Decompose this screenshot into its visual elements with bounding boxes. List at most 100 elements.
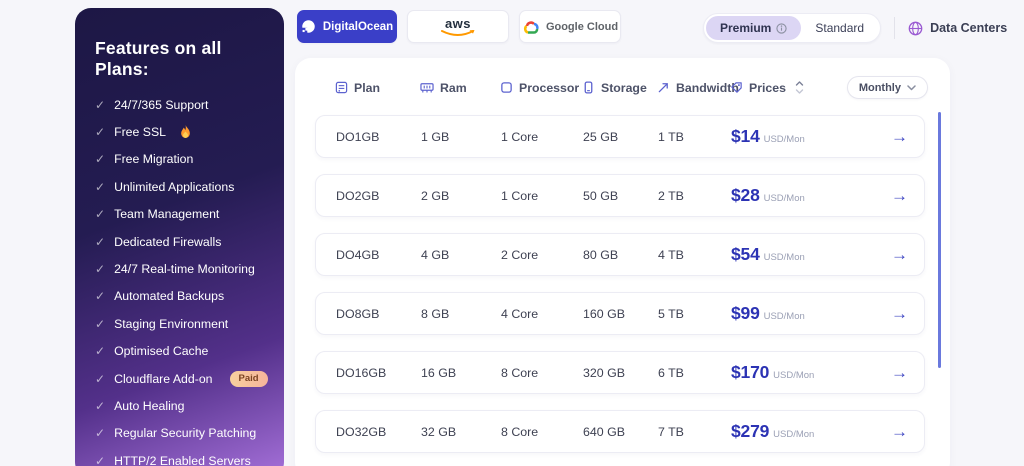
plan-cell: DO16GB [336,365,387,380]
plan-row-do32gb[interactable]: DO32GB 32 GB 8 Core 640 GB 7 TB $279 USD/… [315,410,925,453]
price-cell: $279 USD/Mon [731,421,891,442]
feature-item: ✓ Team Management [95,201,266,228]
ram-cell: 1 GB [421,129,450,144]
arrow-right-icon[interactable]: → [891,185,908,205]
plan-cell: DO1GB [336,129,380,144]
feature-item: ✓ Staging Environment [95,310,266,337]
processor-cell: 8 Core [501,365,539,380]
check-icon: ✓ [95,453,106,466]
feature-item: ✓ Dedicated Firewalls [95,228,266,255]
price-value: $28 [731,185,760,205]
feature-label: 24/7 Real-time Monitoring [114,262,255,277]
globe-icon [908,21,923,36]
feature-label: Staging Environment [114,316,229,331]
plan-row-do2gb[interactable]: DO2GB 2 GB 1 Core 50 GB 2 TB $28 USD/Mon … [315,174,925,217]
plan-cell: DO2GB [336,188,380,203]
price-tag-icon [731,82,742,93]
chevron-down-icon [907,84,916,90]
check-icon: ✓ [95,426,106,441]
feature-item: ✓ 24/7 Real-time Monitoring [95,255,266,282]
check-icon: ✓ [95,371,106,386]
price-unit: USD/Mon [763,311,805,322]
plan-cell: DO8GB [336,306,380,321]
arrow-right-icon[interactable]: → [891,126,908,146]
toggle-standard[interactable]: Standard [801,16,878,40]
digitalocean-logo-icon [301,19,316,34]
storage-cell: 320 GB [583,365,626,380]
feature-label: Dedicated Firewalls [114,234,222,249]
bandwidth-cell: 4 TB [658,247,684,262]
tab-label: Google Cloud [545,20,619,33]
bandwidth-cell: 7 TB [658,424,684,439]
plan-type-toggle: Premium Standard [703,13,882,43]
aws-smile-icon [441,30,475,36]
ram-cell: 32 GB [421,424,457,439]
arrow-right-icon[interactable]: → [891,244,908,264]
billing-period-dropdown[interactable]: Monthly [846,76,928,99]
tab-digitalocean[interactable]: DigitalOcean [297,10,397,43]
divider [894,17,896,39]
top-right-controls: Premium Standard Data Centers [703,13,1007,43]
price-cell: $14 USD/Mon [731,126,891,147]
plan-cell: DO32GB [336,424,387,439]
check-icon: ✓ [95,344,106,359]
plan-row-do4gb[interactable]: DO4GB 4 GB 2 Core 80 GB 4 TB $54 USD/Mon … [315,233,925,276]
sort-icon[interactable] [795,80,804,95]
storage-icon [584,81,593,94]
feature-label: Free SSL [114,125,167,140]
price-unit: USD/Mon [773,429,815,440]
plan-row-do8gb[interactable]: DO8GB 8 GB 4 Core 160 GB 5 TB $99 USD/Mon… [315,292,925,335]
plans-table-card: Plan Ram Processor Storage Bandwidth Pri… [295,58,950,466]
storage-cell: 80 GB [583,247,619,262]
ram-icon [420,83,434,93]
feature-item: ✓ HTTP/2 Enabled Servers [95,447,266,466]
tab-google-cloud[interactable]: Google Cloud [519,10,621,43]
check-icon: ✓ [95,289,106,304]
price-cell: $170 USD/Mon [731,362,891,383]
check-icon: ✓ [95,152,106,167]
plan-row-do16gb[interactable]: DO16GB 16 GB 8 Core 320 GB 6 TB $170 USD/… [315,351,925,394]
bandwidth-icon [658,83,668,93]
bandwidth-cell: 1 TB [658,129,684,144]
header-storage: Storage [582,81,657,95]
scrollbar-thumb[interactable] [938,112,941,368]
processor-cell: 1 Core [501,129,539,144]
data-centers-label: Data Centers [930,21,1008,35]
feature-label: Auto Healing [114,398,185,413]
feature-label: 24/7/365 Support [114,97,209,112]
processor-icon [501,82,512,93]
header-bandwidth: Bandwidth [657,81,739,95]
plan-row-do1gb[interactable]: DO1GB 1 GB 1 Core 25 GB 1 TB $14 USD/Mon … [315,115,925,158]
toggle-premium[interactable]: Premium [706,16,802,40]
check-icon: ✓ [95,234,106,249]
feature-label: Unlimited Applications [114,179,235,194]
storage-cell: 640 GB [583,424,626,439]
plan-cell: DO4GB [336,247,380,262]
data-centers-link[interactable]: Data Centers [908,21,1007,36]
feature-item: ✓ Unlimited Applications [95,173,266,200]
processor-cell: 8 Core [501,424,539,439]
feature-item: ✓ Free SSL [95,118,266,145]
storage-cell: 50 GB [583,188,619,203]
processor-cell: 1 Core [501,188,539,203]
arrow-right-icon[interactable]: → [891,303,908,323]
tab-aws[interactable]: aws [407,10,509,43]
features-sidebar: Features on all Plans: ✓ 24/7/365 Support… [75,8,284,466]
aws-logo-icon: aws [444,16,472,31]
feature-item: ✓ 24/7/365 Support [95,91,266,118]
price-unit: USD/Mon [763,193,805,204]
check-icon: ✓ [95,125,106,140]
paid-badge: Paid [229,370,268,387]
provider-tabs: DigitalOcean aws Google Cloud [297,10,621,43]
arrow-right-icon[interactable]: → [891,421,908,441]
tab-label: DigitalOcean [322,20,394,33]
feature-label: Cloudflare Add-on [114,371,213,386]
price-unit: USD/Mon [763,134,805,145]
price-cell: $99 USD/Mon [731,303,891,324]
header-prices: Prices [730,80,890,95]
arrow-right-icon[interactable]: → [891,362,908,382]
storage-cell: 25 GB [583,129,619,144]
info-icon [776,22,787,34]
ram-cell: 2 GB [421,188,450,203]
